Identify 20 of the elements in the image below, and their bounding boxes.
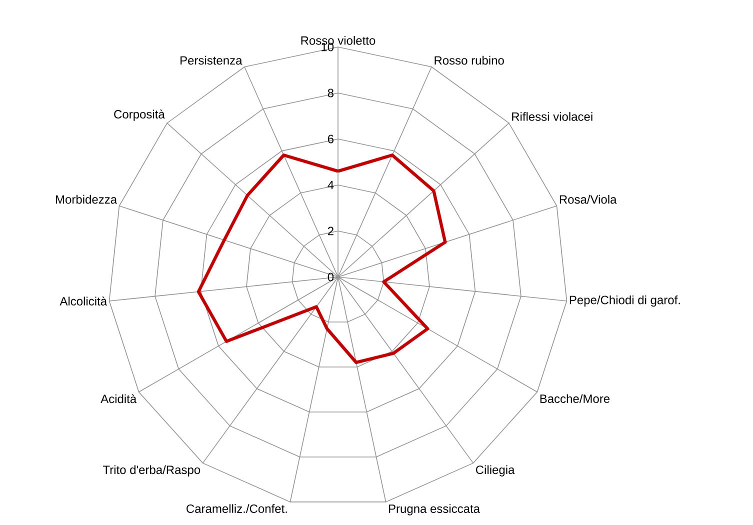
y-tick-label: 8 xyxy=(328,88,334,98)
spoke-label: Corposità xyxy=(114,110,165,121)
spoke-label: Riflessi violacei xyxy=(512,112,592,121)
spoke-label: Alcolicità xyxy=(60,296,108,306)
spoke-label: Rosa/Viola xyxy=(560,194,617,204)
spoke-label: Pepe/Chiodi di garof. xyxy=(570,295,680,307)
spoke-label: Ciliegia xyxy=(476,465,515,476)
spoke-label: Rosso violetto xyxy=(301,36,376,45)
y-tick-label: 6 xyxy=(328,134,334,144)
y-tick-label: 0 xyxy=(328,272,334,282)
spoke-label: Bacche/More xyxy=(540,394,610,403)
spoke-label: Morbidezza xyxy=(56,194,118,204)
spoke-label: Rosso rubino xyxy=(434,56,504,65)
y-tick-label: 2 xyxy=(328,226,334,236)
spoke-label: Caramelliz./Confet. xyxy=(186,504,287,513)
spoke-label: Acidità xyxy=(100,394,137,404)
y-tick-label: 4 xyxy=(328,180,334,190)
spoke-label: Persistenza xyxy=(180,56,242,65)
spoke-label: Trito d'erba/Raspo xyxy=(102,465,200,476)
spoke-label: Prugna essiccata xyxy=(389,504,480,516)
